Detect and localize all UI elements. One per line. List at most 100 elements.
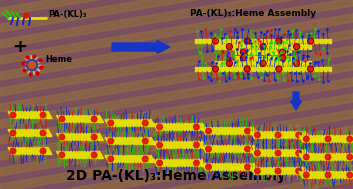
Circle shape (296, 150, 301, 156)
Polygon shape (251, 132, 310, 139)
Circle shape (206, 128, 211, 134)
Circle shape (240, 55, 246, 61)
Circle shape (206, 146, 211, 152)
Polygon shape (8, 129, 52, 136)
Circle shape (143, 120, 148, 126)
Circle shape (244, 38, 250, 44)
Circle shape (108, 156, 114, 162)
Text: 2D PA-(KL)₃:Heme Assembly: 2D PA-(KL)₃:Heme Assembly (66, 169, 286, 183)
Polygon shape (0, 46, 353, 112)
FancyArrow shape (291, 92, 301, 110)
Circle shape (280, 49, 286, 55)
Polygon shape (195, 67, 331, 71)
Circle shape (260, 44, 266, 50)
Polygon shape (215, 61, 311, 66)
Polygon shape (0, 158, 353, 189)
Circle shape (296, 132, 301, 138)
Polygon shape (202, 146, 258, 153)
Polygon shape (154, 142, 207, 149)
Circle shape (255, 168, 260, 174)
Polygon shape (0, 30, 353, 96)
Polygon shape (202, 128, 258, 135)
Polygon shape (0, 0, 353, 64)
Circle shape (296, 168, 301, 174)
Polygon shape (105, 119, 155, 126)
Circle shape (91, 152, 97, 158)
Circle shape (276, 38, 282, 44)
Circle shape (193, 160, 199, 166)
Circle shape (59, 152, 65, 158)
Text: Heme: Heme (45, 55, 72, 64)
Circle shape (304, 154, 309, 160)
Circle shape (108, 138, 114, 144)
Circle shape (157, 160, 162, 166)
Polygon shape (154, 123, 207, 130)
Circle shape (275, 168, 281, 174)
Polygon shape (0, 142, 353, 189)
Polygon shape (56, 133, 103, 140)
Polygon shape (299, 171, 353, 178)
Circle shape (325, 154, 331, 160)
Polygon shape (0, 0, 353, 48)
Polygon shape (235, 50, 291, 54)
Text: +: + (12, 38, 28, 56)
Circle shape (304, 172, 309, 178)
Circle shape (275, 150, 281, 156)
Circle shape (307, 66, 313, 72)
Polygon shape (299, 153, 353, 160)
Circle shape (276, 66, 282, 72)
Circle shape (91, 116, 97, 122)
Circle shape (40, 112, 46, 118)
FancyArrow shape (112, 40, 170, 53)
Polygon shape (0, 94, 353, 160)
Polygon shape (0, 14, 353, 80)
Circle shape (29, 61, 36, 69)
Circle shape (255, 150, 260, 156)
Circle shape (10, 130, 16, 136)
Circle shape (26, 60, 37, 70)
Polygon shape (0, 0, 353, 16)
Circle shape (347, 136, 353, 142)
Circle shape (10, 112, 16, 118)
Circle shape (275, 132, 281, 138)
Circle shape (226, 60, 232, 66)
Polygon shape (105, 156, 155, 163)
Polygon shape (0, 174, 353, 189)
Polygon shape (8, 112, 52, 119)
Circle shape (157, 142, 162, 148)
Circle shape (260, 60, 266, 66)
Circle shape (226, 44, 232, 50)
Circle shape (347, 172, 353, 178)
Polygon shape (195, 39, 331, 43)
Polygon shape (251, 149, 310, 156)
Circle shape (193, 124, 199, 130)
Circle shape (213, 66, 219, 72)
Circle shape (108, 120, 114, 126)
Circle shape (307, 38, 313, 44)
Circle shape (245, 164, 250, 170)
Polygon shape (0, 110, 353, 176)
Polygon shape (251, 167, 310, 174)
Circle shape (347, 154, 353, 160)
Polygon shape (8, 147, 52, 154)
Polygon shape (56, 152, 103, 159)
Circle shape (294, 44, 300, 50)
Text: PA-(KL)₃:Heme Assembly: PA-(KL)₃:Heme Assembly (190, 9, 316, 18)
Polygon shape (202, 163, 258, 170)
Polygon shape (0, 126, 353, 189)
Circle shape (325, 136, 331, 142)
Circle shape (213, 38, 219, 44)
Circle shape (143, 138, 148, 144)
Circle shape (40, 148, 46, 154)
Circle shape (245, 128, 250, 134)
Circle shape (304, 136, 309, 142)
Circle shape (255, 132, 260, 138)
Circle shape (10, 148, 16, 154)
Circle shape (244, 66, 250, 72)
Circle shape (280, 55, 286, 61)
Polygon shape (56, 115, 103, 122)
Circle shape (240, 49, 246, 55)
Polygon shape (215, 44, 311, 49)
Circle shape (143, 156, 148, 162)
Circle shape (206, 164, 211, 170)
